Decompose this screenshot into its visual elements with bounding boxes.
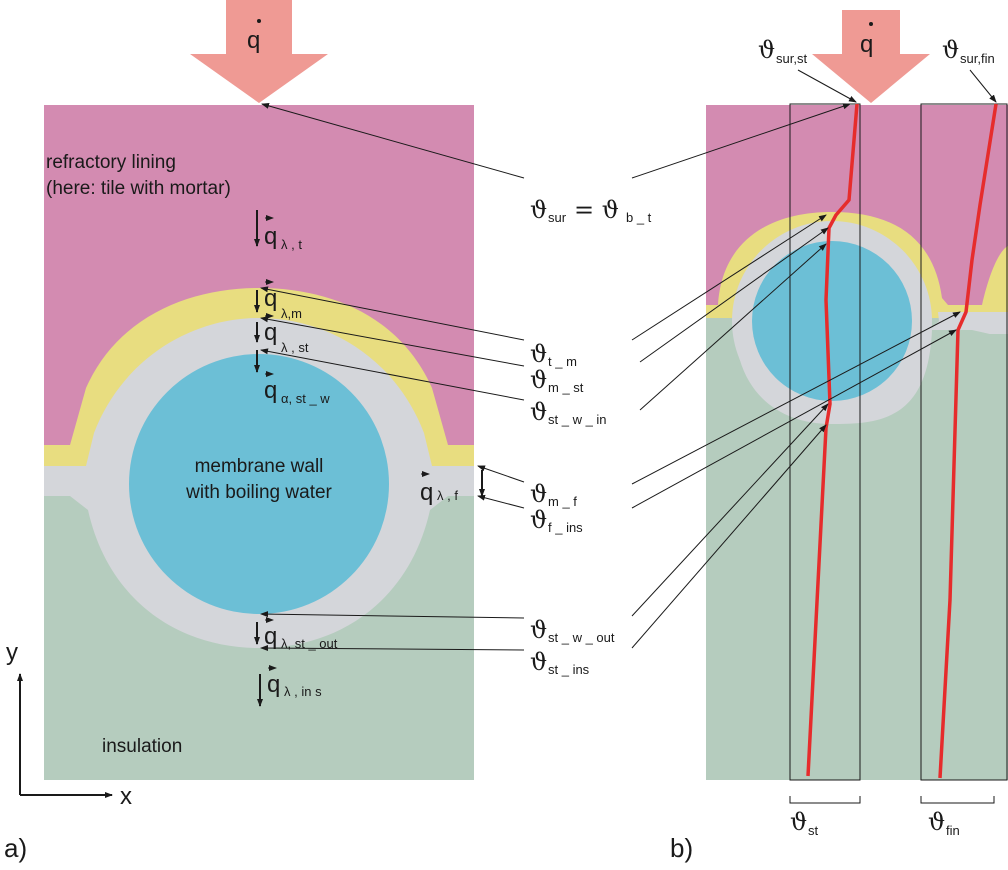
label-sur-st: ϑ sur,st <box>758 36 807 66</box>
label-fin-bottom: ϑ fin <box>928 808 960 838</box>
temp-profile-fin <box>938 103 998 779</box>
axis-y-label: y <box>6 639 18 666</box>
bottom-brackets <box>789 796 995 804</box>
lining-label: refractory lining <box>46 152 176 173</box>
svg-text:f _ ins: f _ ins <box>548 520 583 535</box>
axis-x-label: x <box>120 783 132 810</box>
svg-text:sur: sur <box>548 210 567 225</box>
leader-lines-b <box>631 69 997 649</box>
svg-text:α, st _ w: α, st _ w <box>281 391 330 406</box>
label-st-bottom: ϑ st <box>790 808 819 838</box>
flux-arrows <box>254 210 485 707</box>
flux-label-steel: q λ , st <box>264 319 309 355</box>
svg-text:t _ m: t _ m <box>548 354 577 369</box>
svg-text:ϑ: ϑ <box>530 366 547 394</box>
svg-text:q: q <box>267 671 280 698</box>
svg-text:b _ t: b _ t <box>626 210 652 225</box>
svg-text:st: st <box>808 823 819 838</box>
svg-text:λ,m: λ,m <box>281 306 302 321</box>
svg-text:fin: fin <box>946 823 960 838</box>
flux-label-steel-out: q λ, st _ out <box>264 623 338 651</box>
vector-marks <box>265 215 430 671</box>
heat-flux-label: q <box>247 27 260 54</box>
water-label-sub: with boiling water <box>185 482 332 503</box>
svg-text:ϑ: ϑ <box>530 616 547 644</box>
boiling-water-region <box>129 354 389 614</box>
temp-label-st-ins: ϑ st _ ins <box>530 648 590 677</box>
svg-text:sur,st: sur,st <box>776 51 807 66</box>
temp-label-m-f: ϑ m _ f <box>530 480 577 509</box>
svg-text:ϑ: ϑ <box>942 36 959 64</box>
heat-flux-arrow <box>190 0 328 103</box>
panel-a-tag: a) <box>4 833 27 863</box>
svg-text:st _ w _ out: st _ w _ out <box>548 630 615 645</box>
temp-label-f-ins: ϑ f _ ins <box>530 506 583 535</box>
svg-text:ϑ: ϑ <box>790 808 807 836</box>
panel-b-tag: b) <box>670 833 693 863</box>
svg-text:m _ f: m _ f <box>548 494 577 509</box>
svg-text:ϑ: ϑ <box>530 648 547 676</box>
water-region-b <box>752 241 912 401</box>
heat-flux-label-b: q <box>860 31 873 58</box>
svg-text:ϑ: ϑ <box>928 808 945 836</box>
svg-text:m _ st: m _ st <box>548 380 584 395</box>
svg-text:ϑ: ϑ <box>530 340 547 368</box>
heat-flux-arrow-b <box>812 10 930 103</box>
svg-text:λ, st _ out: λ, st _ out <box>281 636 338 651</box>
svg-text:ϑ: ϑ <box>530 480 547 508</box>
temp-label-t-m: ϑ t _ m <box>530 340 577 369</box>
panel-a <box>44 105 474 780</box>
leader-lines <box>260 103 525 652</box>
svg-text:ϑ: ϑ <box>530 398 547 426</box>
flux-label-fin: q λ , f <box>420 479 458 506</box>
svg-text:q: q <box>264 377 277 404</box>
svg-text:λ , in s: λ , in s <box>284 684 322 699</box>
heat-flux-dot <box>257 19 261 23</box>
temp-label-st-w-in: ϑ st _ w _ in <box>530 398 607 427</box>
svg-text:ϑ: ϑ <box>530 196 547 224</box>
panel-b <box>706 105 1008 780</box>
temp-label-surface: ϑ sur = ϑ b _ t <box>530 196 652 225</box>
svg-text:λ , st: λ , st <box>281 340 309 355</box>
svg-text:q: q <box>420 479 433 506</box>
temp-label-m-st: ϑ m _ st <box>530 366 584 395</box>
svg-text:st _ ins: st _ ins <box>548 662 590 677</box>
svg-text:ϑ: ϑ <box>530 506 547 534</box>
lining-label-sub: (here: tile with mortar) <box>46 178 231 199</box>
svg-text:λ , f: λ , f <box>437 488 458 503</box>
flux-label-water: q α, st _ w <box>264 377 330 406</box>
water-label: membrane wall <box>195 456 324 477</box>
svg-text:ϑ: ϑ <box>758 36 775 64</box>
svg-text:sur,fin: sur,fin <box>960 51 995 66</box>
insulation-label: insulation <box>102 736 182 757</box>
coordinate-axes <box>17 673 113 798</box>
svg-text:λ , t: λ , t <box>281 237 302 252</box>
temp-profile-tube <box>806 103 859 777</box>
svg-text:q: q <box>264 223 277 250</box>
label-sur-fin: ϑ sur,fin <box>942 36 995 66</box>
strip-tube <box>789 103 861 781</box>
strip-fin <box>920 103 1008 781</box>
svg-text:q: q <box>264 623 277 650</box>
flux-label-tile: q λ , t <box>264 223 302 252</box>
temp-label-st-w-out: ϑ st _ w _ out <box>530 616 615 645</box>
svg-text:q: q <box>264 319 277 346</box>
svg-text:st _ w _ in: st _ w _ in <box>548 412 607 427</box>
svg-text:= ϑ: = ϑ <box>574 196 619 224</box>
flux-label-insulation: q λ , in s <box>267 671 322 699</box>
